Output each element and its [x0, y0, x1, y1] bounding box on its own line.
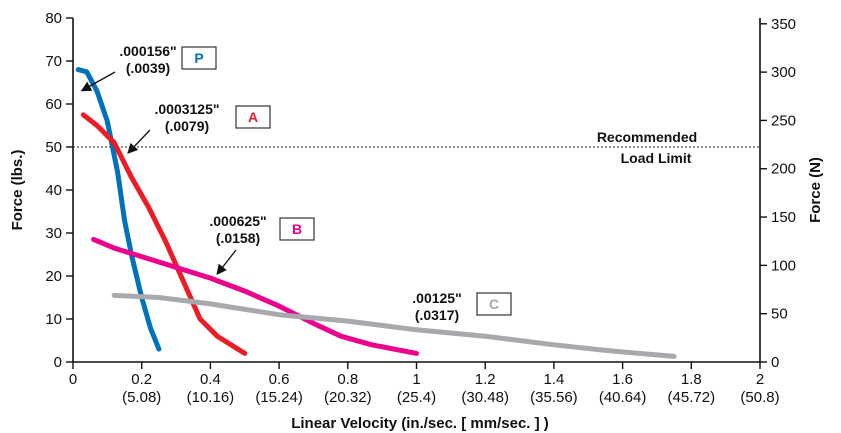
series-tag-label-p: P — [194, 50, 203, 66]
y-axis-left-label: Force (lbs.) — [9, 150, 26, 231]
y-left-tick-label-0: 0 — [54, 354, 62, 371]
y-right-tick-label-2: 100 — [771, 257, 796, 274]
x-tick-label-1: 0.2 — [131, 371, 152, 388]
x-tick-label-7: 1.4 — [543, 371, 564, 388]
x-tick-sublabel-9: (45.72) — [668, 389, 716, 406]
y-left-tick-label-7: 70 — [45, 53, 62, 70]
callout-layer: .000156"(.0039) P .0003125"(.0079) A .000625… — [80, 43, 512, 323]
x-tick-sublabel-2: (10.16) — [187, 389, 235, 406]
x-tick-label-6: 1.2 — [475, 371, 496, 388]
callout-lead-a: .0003125" — [154, 101, 219, 117]
x-tick-sublabel-1: (5.08) — [122, 389, 161, 406]
y-left-tick-label-6: 60 — [45, 96, 62, 113]
refline-label-line2: Load Limit — [621, 150, 692, 166]
series-tag-box-a — [235, 105, 271, 129]
x-tick-label-0: 0 — [69, 371, 77, 388]
y-left-tick-label-5: 50 — [45, 139, 62, 156]
x-tick-sublabel-7: (35.56) — [530, 389, 578, 406]
series-tag-box-b — [279, 217, 315, 241]
series-line-a — [80, 112, 248, 356]
callout-lead-p: .000156" — [119, 43, 176, 59]
callout-arrow-b — [216, 249, 237, 276]
series-tag-box-p — [181, 46, 217, 70]
x-tick-sublabel-8: (40.64) — [599, 389, 647, 406]
y-right-tick-label-1: 50 — [771, 306, 788, 323]
y-right-tick-label-3: 150 — [771, 209, 796, 226]
x-tick-sublabel-4: (20.32) — [324, 389, 372, 406]
callout-arrow-a — [127, 129, 151, 154]
series-line-b — [91, 236, 419, 356]
y-right-tick-label-7: 350 — [771, 16, 796, 33]
series-line-p — [75, 67, 162, 352]
series-tag-box-c — [476, 292, 512, 316]
x-tick-sublabel-6: (30.48) — [461, 389, 509, 406]
series-layer — [75, 67, 677, 359]
y-left-tick-label-3: 30 — [45, 225, 62, 242]
callout-lead-b: .000625" — [209, 213, 266, 229]
x-axis-label: Linear Velocity (in./sec. [ mm/sec. ] ) — [291, 415, 549, 432]
callout-lead-mm-b: (.0158) — [216, 230, 260, 246]
series-line-c — [111, 292, 677, 359]
x-tick-label-9: 1.8 — [681, 371, 702, 388]
axes-layer: 0 10 20 30 40 50 60 70 80 0 50 100 150 200 250 300 350 0 0… — [45, 10, 796, 406]
x-tick-label-3: 0.6 — [269, 371, 290, 388]
x-tick-sublabel-5: (25.4) — [397, 389, 436, 406]
callout-arrow-p — [80, 71, 116, 92]
y-axis-right-label: Force (N) — [807, 157, 824, 223]
x-tick-sublabel-10: (50.8) — [740, 389, 779, 406]
series-tag-label-a: A — [248, 109, 258, 125]
callout-lead-mm-p: (.0039) — [126, 60, 170, 76]
x-tick-label-10: 2 — [756, 371, 764, 388]
x-tick-label-2: 0.4 — [200, 371, 221, 388]
callout-lead-mm-a: (.0079) — [165, 118, 209, 134]
y-left-tick-label-1: 10 — [45, 311, 62, 328]
callout-lead-c: .00125" — [412, 290, 461, 306]
x-tick-label-5: 1 — [412, 371, 420, 388]
y-left-tick-label-8: 80 — [45, 10, 62, 27]
x-tick-sublabel-3: (15.24) — [255, 389, 303, 406]
y-right-tick-label-6: 300 — [771, 64, 796, 81]
x-tick-label-4: 0.8 — [337, 371, 358, 388]
series-tag-label-c: C — [489, 296, 499, 312]
y-right-tick-label-0: 0 — [771, 354, 779, 371]
series-tag-label-b: B — [292, 221, 302, 237]
y-right-tick-label-4: 200 — [771, 161, 796, 178]
y-left-tick-label-2: 20 — [45, 268, 62, 285]
y-right-tick-label-5: 250 — [771, 112, 796, 129]
y-left-tick-label-4: 40 — [45, 182, 62, 199]
x-tick-label-8: 1.6 — [612, 371, 633, 388]
refline-label-line1: Recommended — [597, 129, 697, 145]
callout-lead-mm-c: (.0317) — [415, 307, 459, 323]
